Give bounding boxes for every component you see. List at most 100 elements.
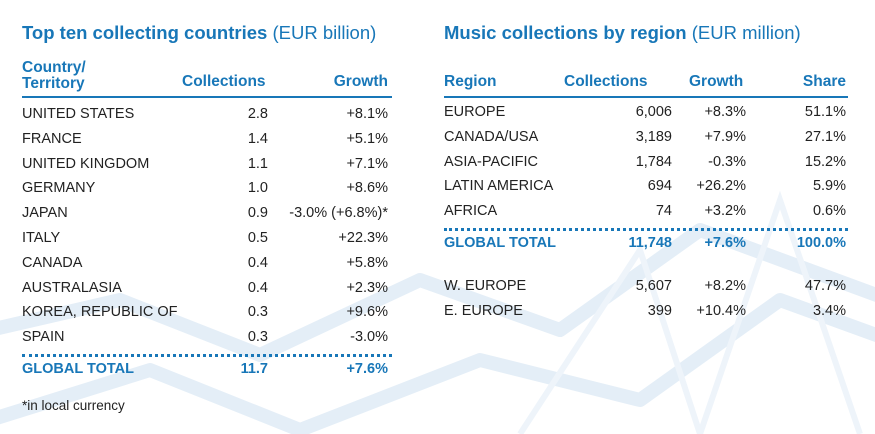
cell-growth: +8.3% [704,104,746,120]
table-row: LATIN AMERICA 694 +26.2% 5.9% [444,174,848,199]
total-divider [22,353,392,357]
header-region: Region [444,73,497,90]
table-row: ITALY 0.5 +22.3% [22,226,392,251]
table-row: AUSTRALASIA 0.4 +2.3% [22,276,392,301]
header-share: Share [802,73,846,90]
cell-growth: -3.0% [350,329,388,346]
cell-collections: 2.8 [247,106,268,122]
table-row: KOREA, REPUBLIC OF 0.3 +9.6% [22,300,392,325]
cell-collections: 0.9 [247,205,268,222]
cell-region: LATIN AMERICA [444,178,554,195]
cell-growth: -3.0% (+6.8%)* [289,205,388,222]
total-label: GLOBAL TOTAL [22,360,134,377]
cell-collections: 0.4 [247,254,268,271]
cell-country: KOREA, REPUBLIC OF [22,304,178,321]
table-body: EUROPE 6,006 +8.3% 51.1% CANADA/USA 3,189 +7.9… [444,100,848,224]
table-header: Country/ Territory Collections Growth [22,58,392,98]
cell-country: CANADA [22,254,83,271]
cell-growth: +7.9% [704,128,746,145]
cell-country: FRANCE [22,130,82,147]
cell-share: 51.1% [804,104,846,120]
header-country-line1: Country/ [22,59,86,76]
title-text: Music collections by region [444,22,687,43]
cell-collections: 0.4 [247,279,268,296]
cell-collections: 399 [647,302,672,319]
total-row: GLOBAL TOTAL 11,748 +7.6% 100.0% [444,231,848,256]
table-row: CANADA 0.4 +5.8% [22,251,392,276]
music-by-region-table: Music collections by region (EUR million… [444,18,848,323]
cell-share: 15.2% [804,153,846,170]
header-collections: Collections [564,73,648,90]
footnote: *in local currency [22,398,125,413]
total-growth: +7.6% [346,360,388,377]
cell-country: ITALY [22,229,61,246]
cell-country: SPAIN [22,329,65,346]
table-row: SPAIN 0.3 -3.0% [22,325,392,350]
cell-collections: 6,006 [635,104,672,120]
cell-growth: +3.2% [704,203,746,220]
cell-collections: 0.3 [247,329,268,346]
cell-collections: 0.5 [247,229,268,246]
cell-growth: +22.3% [338,229,388,246]
table-row: E. EUROPE 399 +10.4% 3.4% [444,299,848,324]
cell-collections: 5,607 [635,277,672,294]
cell-collections: 1,784 [635,153,672,170]
cell-growth: +5.1% [346,130,388,147]
cell-country: AUSTRALASIA [22,279,122,296]
cell-growth: +7.1% [346,155,388,172]
cell-region: W. EUROPE [444,277,527,294]
cell-collections: 0.3 [247,304,268,321]
title-unit: (EUR million) [691,22,801,43]
cell-region: EUROPE [444,104,506,120]
cell-share: 5.9% [812,178,846,195]
cell-growth: +2.3% [346,279,388,296]
header-collections: Collections [182,73,266,90]
total-label: GLOBAL TOTAL [444,234,556,251]
table-header: Region Collections Growth Share [444,58,848,98]
cell-collections: 1.4 [247,130,268,147]
total-row: GLOBAL TOTAL 11.7 +7.6% [22,357,392,382]
total-collections: 11,748 [628,234,672,251]
table-row: JAPAN 0.9 -3.0% (+6.8%)* [22,201,392,226]
cell-share: 3.4% [812,302,846,319]
table-row: UNITED STATES 2.8 +8.1% [22,102,392,127]
cell-growth: +5.8% [346,254,388,271]
table-row: W. EUROPE 5,607 +8.2% 47.7% [444,274,848,299]
total-divider [444,227,848,231]
total-share: 100.0% [796,234,846,251]
cell-country: UNITED STATES [22,106,135,122]
table-row: EUROPE 6,006 +8.3% 51.1% [444,100,848,125]
cell-share: 47.7% [804,277,846,294]
total-growth: +7.6% [704,234,746,251]
table-title: Music collections by region (EUR million… [444,18,848,48]
table-title: Top ten collecting countries (EUR billio… [22,18,392,48]
cell-growth: +9.6% [346,304,388,321]
total-collections: 11.7 [240,360,268,377]
top-ten-countries-table: Top ten collecting countries (EUR billio… [22,18,392,382]
cell-share: 0.6% [812,203,846,220]
sub-region-body: W. EUROPE 5,607 +8.2% 47.7% E. EUROPE 399 +10.… [444,274,848,324]
cell-country: UNITED KINGDOM [22,155,150,172]
table-row: AFRICA 74 +3.2% 0.6% [444,199,848,224]
table-row: FRANCE 1.4 +5.1% [22,127,392,152]
cell-growth: +8.2% [704,277,746,294]
cell-region: CANADA/USA [444,128,539,145]
table-row: UNITED KINGDOM 1.1 +7.1% [22,152,392,177]
cell-region: E. EUROPE [444,302,523,319]
cell-growth: -0.3% [708,153,746,170]
table-body: UNITED STATES 2.8 +8.1% FRANCE 1.4 +5.1% UNITE… [22,102,392,350]
title-text: Top ten collecting countries [22,22,268,43]
header-growth: Growth [689,73,744,90]
header-country: Country/ Territory [22,60,86,92]
title-unit: (EUR billion) [272,22,377,43]
cell-region: AFRICA [444,203,498,220]
cell-country: JAPAN [22,205,68,222]
cell-region: ASIA-PACIFIC [444,153,538,170]
table-row: ASIA-PACIFIC 1,784 -0.3% 15.2% [444,150,848,175]
cell-growth: +8.1% [346,106,388,122]
cell-growth: +26.2% [696,178,746,195]
cell-collections: 3,189 [635,128,672,145]
cell-growth: +10.4% [696,302,746,319]
header-country-line2: Territory [22,75,85,92]
cell-collections: 694 [647,178,672,195]
